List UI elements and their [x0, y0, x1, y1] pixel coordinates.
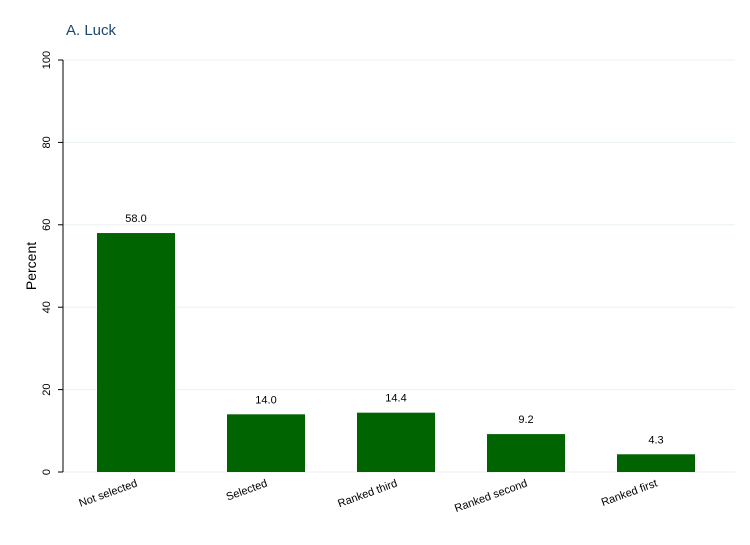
y-axis-title: Percent [23, 242, 39, 290]
value-label: 14.4 [385, 393, 406, 405]
value-label: 4.3 [648, 434, 663, 446]
x-tick-label: Selected [225, 478, 269, 504]
value-label: 9.2 [518, 414, 533, 426]
bar [487, 434, 565, 472]
y-tick-label: 20 [41, 383, 53, 395]
bar [357, 412, 435, 472]
x-tick-label: Ranked first [600, 478, 659, 509]
bar [227, 414, 305, 472]
bar [617, 454, 695, 472]
value-label: 58.0 [125, 213, 146, 225]
y-tick-label: 100 [41, 51, 53, 69]
y-tick-label: 40 [41, 301, 53, 313]
x-tick-label: Not selected [77, 478, 139, 510]
bar [97, 233, 175, 472]
y-tick-label: 80 [41, 136, 53, 148]
y-tick-label: 60 [41, 219, 53, 231]
x-tick-label: Ranked second [453, 478, 529, 515]
y-tick-label: 0 [41, 469, 53, 475]
value-label: 14.0 [255, 394, 276, 406]
x-tick-label: Ranked third [336, 478, 399, 511]
chart-title: A. Luck [66, 22, 117, 39]
